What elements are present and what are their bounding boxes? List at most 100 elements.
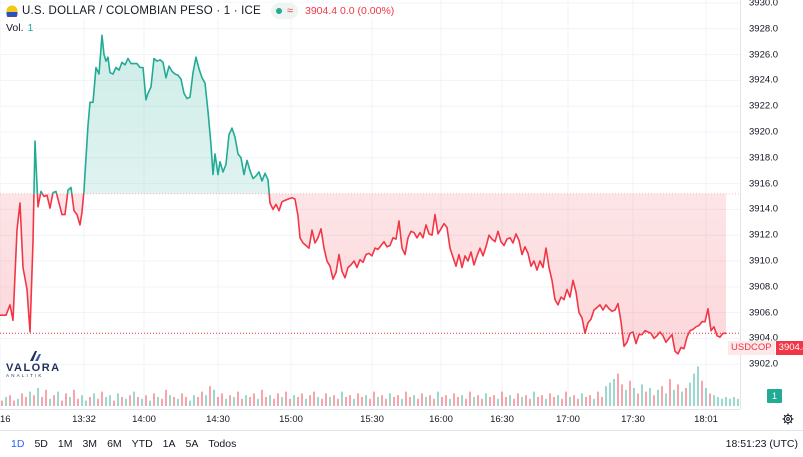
volume-bar (357, 393, 359, 406)
volume-bar (729, 398, 731, 406)
volume-bar (9, 395, 11, 406)
volume-bar (13, 400, 15, 406)
volume-bar (5, 397, 7, 406)
clock-timestamp[interactable]: 18:51:23 (UTC) (725, 438, 798, 450)
volume-bar (521, 397, 523, 406)
volume-bar (721, 398, 723, 406)
volume-bar (569, 397, 571, 406)
price-tick-label: 3928.0 (749, 23, 779, 35)
volume-bar (529, 398, 531, 406)
volume-bar (313, 391, 315, 406)
volume-bar (333, 395, 335, 406)
volume-bar (353, 398, 355, 406)
time-tick-label: 16:00 (429, 414, 453, 425)
range-button-6m[interactable]: 6M (107, 438, 122, 450)
volume-bar (205, 395, 207, 406)
volume-bar (677, 384, 679, 406)
volume-bar (185, 397, 187, 406)
volume-bar (553, 397, 555, 406)
volume-bar (389, 393, 391, 406)
volume-bar (681, 391, 683, 406)
volume-bar (505, 397, 507, 406)
range-button-5a[interactable]: 5A (185, 438, 199, 450)
volume-bar (561, 398, 563, 406)
volume-bar (549, 393, 551, 406)
volume-bar (233, 397, 235, 406)
chart-area[interactable] (0, 0, 740, 409)
volume-bar (193, 395, 195, 406)
volume-bar (317, 397, 319, 406)
volume-bar (473, 397, 475, 406)
volume-bar (73, 389, 75, 406)
volume-bar (57, 391, 59, 406)
volume-bar (513, 398, 515, 406)
volume-bar (589, 395, 591, 406)
volume-bar (21, 393, 23, 406)
range-button-ytd[interactable]: YTD (131, 438, 153, 450)
volume-bar (85, 400, 87, 406)
volume-bar (37, 388, 39, 406)
price-tick-label: 3930.0 (749, 0, 779, 9)
time-tick-label: 18:01 (694, 414, 718, 425)
volume-bar (657, 389, 659, 406)
volume-bar (53, 395, 55, 406)
volume-bar (197, 397, 199, 406)
volume-bar (289, 398, 291, 406)
price-tick-label: 3924.0 (749, 74, 779, 86)
volume-bar (401, 398, 403, 406)
watermark-name: VALORA (6, 362, 61, 374)
volume-bar (309, 395, 311, 406)
volume-bar (81, 395, 83, 406)
market-status-pill[interactable]: ≈ (270, 3, 298, 19)
volume-bar (321, 398, 323, 406)
range-button-1d[interactable]: 1D (11, 438, 25, 450)
volume-bar (201, 391, 203, 406)
volume-bar (17, 398, 19, 406)
range-button-1a[interactable]: 1A (162, 438, 176, 450)
range-button-5d[interactable]: 5D (34, 438, 48, 450)
volume-bar (293, 395, 295, 406)
volume-bar (665, 393, 667, 406)
volume-bar (629, 380, 631, 406)
price-axis[interactable]: 3930.0 3928.0 3926.0 3924.0 3922.0 3920.0 3918… (740, 0, 803, 409)
volume-bar (705, 388, 707, 406)
volume-bar (449, 398, 451, 406)
volume-bar (597, 391, 599, 406)
volume-bar (693, 373, 695, 406)
symbol-title[interactable]: U.S. DOLLAR / COLOMBIAN PESO · 1 · ICE (22, 5, 261, 17)
time-tick-label: 14:30 (206, 414, 230, 425)
last-quote: 3904.4 0.0 (0.00%) (304, 5, 395, 17)
price-tick-label: 3914.0 (749, 203, 779, 215)
range-button-3m[interactable]: 3M (82, 438, 98, 450)
volume-legend[interactable]: Vol. 1 (6, 22, 33, 34)
volume-bar (97, 398, 99, 406)
volume-bar (117, 393, 119, 406)
volume-bar (525, 395, 527, 406)
delayed-data-icon: ≈ (286, 4, 293, 17)
volume-bar (533, 391, 535, 406)
range-button-1m[interactable]: 1M (57, 438, 73, 450)
volume-bar (441, 397, 443, 406)
volume-value: 1 (27, 22, 34, 34)
volume-bar (565, 391, 567, 406)
volume-label: Vol. (6, 22, 24, 34)
settings-gear-icon[interactable] (782, 413, 794, 425)
volume-bar (25, 397, 27, 406)
volume-bar (365, 395, 367, 406)
range-button-todos[interactable]: Todos (208, 438, 237, 450)
volume-bar (105, 397, 107, 406)
volume-bar (485, 393, 487, 406)
volume-bar (737, 398, 739, 406)
time-axis[interactable]: 16 13:32 14:00 14:30 15:00 15:30 16:00 16:30 17:… (0, 409, 740, 428)
volume-bar (697, 366, 699, 406)
volume-bar (497, 398, 499, 406)
volume-bar (649, 388, 651, 406)
volume-bar (709, 393, 711, 406)
price-chart[interactable] (0, 0, 740, 409)
volume-bar (409, 397, 411, 406)
volume-bar (425, 397, 427, 406)
volume-bar (613, 379, 615, 406)
volume-bar (673, 389, 675, 406)
area-fill-down (0, 193, 726, 354)
price-tick-label: 3926.0 (749, 49, 779, 61)
